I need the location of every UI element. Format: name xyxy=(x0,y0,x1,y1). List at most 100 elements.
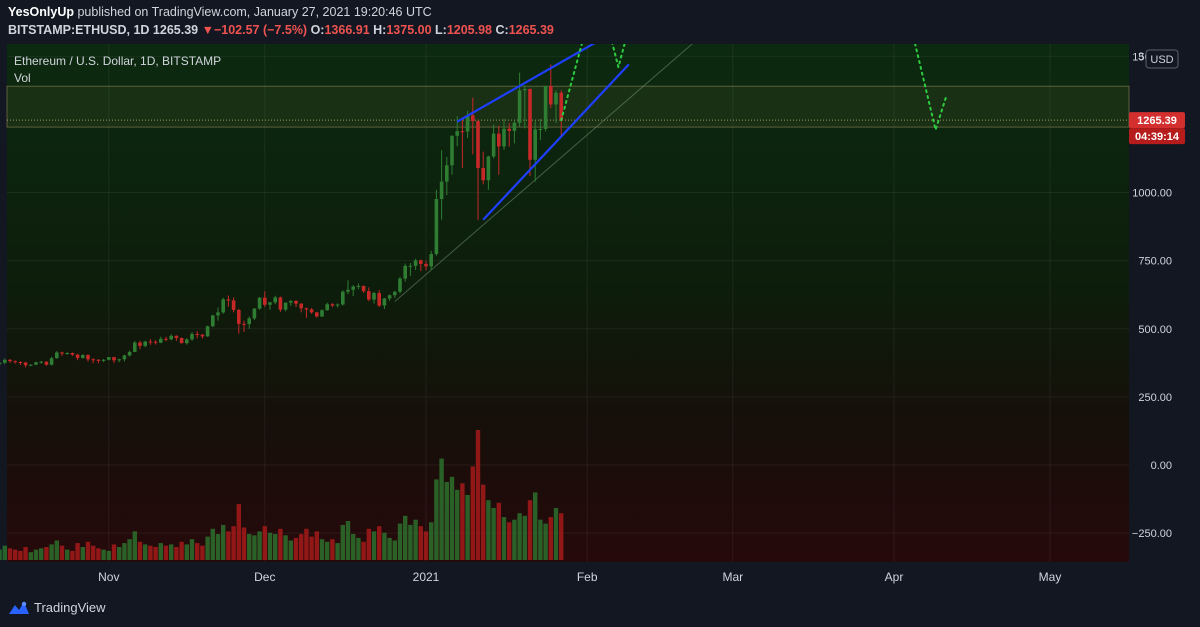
candle-body xyxy=(481,167,485,181)
candle-body xyxy=(205,326,210,337)
last-price-value: 1265.39 xyxy=(152,23,199,37)
candle xyxy=(304,307,309,318)
candle xyxy=(486,155,491,190)
volume-bar xyxy=(434,479,439,560)
tradingview-brand[interactable]: TradingView xyxy=(34,600,106,615)
zone-rect xyxy=(6,85,1130,128)
candle-body xyxy=(372,293,376,300)
price-tick-label: −250.00 xyxy=(1132,528,1172,540)
candle xyxy=(101,358,106,362)
candle xyxy=(65,352,69,355)
volume-bar xyxy=(0,549,2,560)
volume-bar xyxy=(231,526,236,560)
candle-body xyxy=(96,359,101,361)
time-axis-labels: Nov Dec 2021 Feb Mar Apr May xyxy=(98,570,1061,584)
wedge-upper-line[interactable] xyxy=(456,44,629,123)
down-arrow-icon: ▼ xyxy=(201,23,214,37)
candle xyxy=(96,358,101,364)
last-price-badge-bg xyxy=(1129,112,1185,129)
high-value: 1375.00 xyxy=(386,23,432,37)
wedge-lower-line[interactable] xyxy=(482,63,630,221)
candle xyxy=(252,308,257,321)
currency-button[interactable]: USD xyxy=(1145,49,1179,69)
candle xyxy=(138,340,142,350)
chart-area[interactable]: Ethereum / U.S. Dollar, 1D, BITSTAMP Vol… xyxy=(0,44,1200,590)
candle xyxy=(153,340,158,345)
candle-body xyxy=(533,129,537,160)
open-label: O: xyxy=(310,23,325,37)
author-name[interactable]: YesOnlyUp xyxy=(8,5,74,19)
candle xyxy=(481,151,485,185)
currency-button-frame[interactable] xyxy=(1145,49,1179,69)
candle xyxy=(512,120,517,144)
candle-body xyxy=(23,362,28,366)
volume-bar xyxy=(195,543,200,560)
volume-bar xyxy=(325,541,330,560)
volume-bar xyxy=(465,495,470,560)
candle-body xyxy=(216,312,220,316)
candle-body xyxy=(127,351,132,356)
candle-body xyxy=(538,129,543,131)
candle-body xyxy=(434,199,439,255)
candle xyxy=(554,90,558,124)
projection-polyline[interactable] xyxy=(560,44,947,134)
candle-body xyxy=(325,304,329,311)
volume-bar xyxy=(548,517,553,560)
volume-bar xyxy=(23,547,28,560)
candle xyxy=(315,311,319,318)
candle-body xyxy=(517,90,522,123)
candle-body xyxy=(549,85,553,105)
candle-body xyxy=(351,286,355,290)
candle xyxy=(237,308,241,334)
volume-bar xyxy=(486,500,491,560)
candle xyxy=(335,303,340,308)
candle xyxy=(460,120,465,168)
candle-body xyxy=(289,300,293,303)
volume-bar xyxy=(397,523,403,560)
publication-line: YesOnlyUp published on TradingView.com, … xyxy=(8,5,432,19)
currency-button-label[interactable]: USD xyxy=(1150,54,1173,66)
candle-body xyxy=(39,361,43,363)
volume-bar xyxy=(205,536,210,560)
time-tick-label: Feb xyxy=(577,570,598,584)
volume-bar xyxy=(49,544,54,560)
volume-bar xyxy=(444,482,449,560)
candle xyxy=(491,124,496,159)
candle-body xyxy=(424,263,428,267)
candle xyxy=(268,302,272,310)
candle-body xyxy=(117,359,121,361)
volume-bar xyxy=(496,502,501,560)
candle-body xyxy=(398,278,402,292)
last-price-badge-label: 1265.39 xyxy=(1137,115,1177,127)
volume-bar xyxy=(392,540,397,560)
volume-bar xyxy=(70,550,75,560)
volume-bar xyxy=(387,537,392,560)
volume-bar xyxy=(247,534,252,560)
volume-bar xyxy=(262,526,267,560)
candle-body xyxy=(346,289,350,292)
volume-bar xyxy=(319,539,325,560)
candle-body xyxy=(387,295,392,299)
candle-body xyxy=(60,352,64,354)
volume-bar xyxy=(122,543,127,560)
candle xyxy=(377,290,381,307)
volume-bar xyxy=(137,541,143,560)
volume-bar xyxy=(106,550,111,560)
volume-bar xyxy=(449,476,455,560)
candle xyxy=(211,314,215,328)
candle xyxy=(0,361,2,366)
candle-body xyxy=(278,297,283,310)
volume-bar xyxy=(382,532,387,560)
tradingview-logo-icon[interactable] xyxy=(8,600,30,615)
candlestick-series xyxy=(0,64,563,368)
volume-bar xyxy=(475,430,481,560)
candle-body xyxy=(211,315,215,327)
candle xyxy=(549,64,553,109)
candle-body xyxy=(507,128,511,131)
time-tick-label: Mar xyxy=(722,570,743,584)
candle xyxy=(341,290,345,306)
volume-bar xyxy=(491,508,496,560)
candle-body xyxy=(195,333,199,335)
series-title: Ethereum / U.S. Dollar, 1D, BITSTAMP xyxy=(14,54,221,68)
candle xyxy=(174,335,179,341)
